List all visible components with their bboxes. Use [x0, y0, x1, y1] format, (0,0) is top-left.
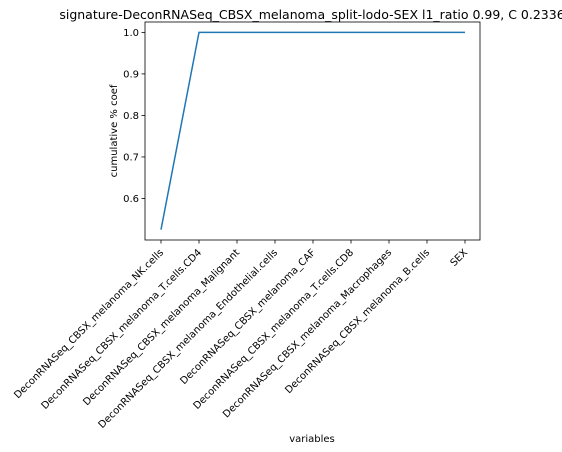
x-axis-label: variables [289, 434, 335, 445]
y-tick-label: 0.8 [123, 111, 139, 122]
chart-title: signature-DeconRNASeq_CBSX_melanoma_spli… [59, 7, 562, 22]
y-axis-label: cumulative % coef [109, 84, 120, 177]
y-tick-label: 1.0 [123, 28, 139, 39]
y-tick-label: 0.9 [123, 69, 139, 80]
y-tick-label: 0.6 [123, 194, 139, 205]
y-tick-label: 0.7 [123, 152, 139, 163]
